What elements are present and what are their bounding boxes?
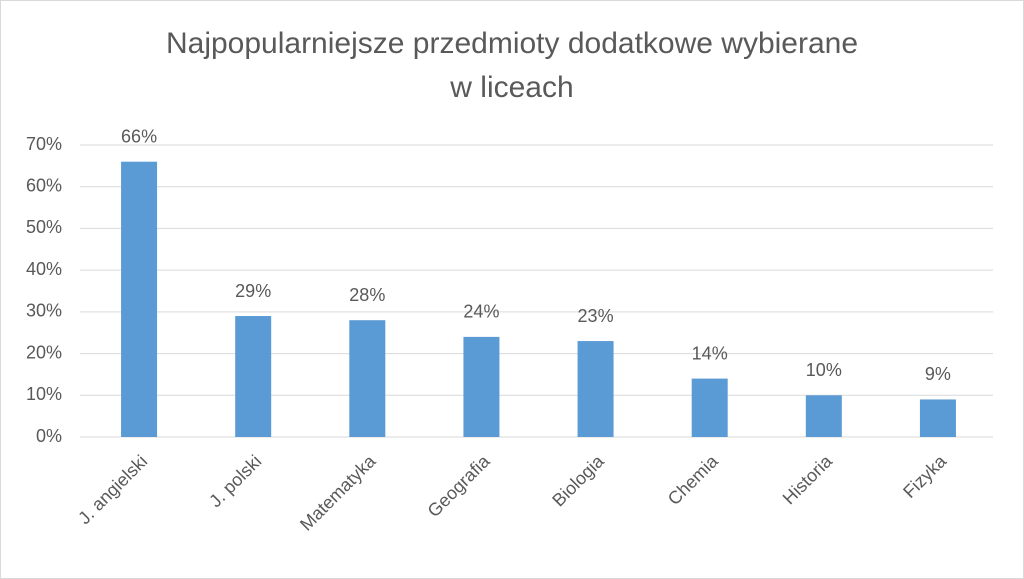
- bar: [691, 378, 728, 437]
- y-tick-label: 20%: [26, 342, 62, 362]
- bar: [121, 161, 158, 437]
- y-tick-label: 70%: [26, 134, 62, 154]
- bar: [805, 395, 842, 437]
- data-label: 29%: [235, 281, 271, 301]
- data-label: 24%: [463, 302, 499, 322]
- y-tick-label: 10%: [26, 384, 62, 404]
- bar: [919, 399, 956, 437]
- bar: [463, 336, 500, 437]
- data-label: 66%: [121, 126, 157, 146]
- bar: [235, 316, 272, 437]
- data-label: 14%: [692, 343, 728, 363]
- y-tick-label: 50%: [26, 217, 62, 237]
- data-label: 9%: [925, 364, 951, 384]
- y-tick-label: 0%: [36, 426, 62, 446]
- chart-title: Najpopularniejsze przedmioty dodatkowe w…: [165, 27, 859, 104]
- y-tick-label: 60%: [26, 175, 62, 195]
- data-label: 23%: [578, 306, 614, 326]
- y-tick-label: 30%: [26, 301, 62, 321]
- bar: [577, 341, 614, 437]
- data-label: 10%: [806, 360, 842, 380]
- bar: [349, 320, 386, 437]
- y-tick-label: 40%: [26, 259, 62, 279]
- data-label: 28%: [349, 285, 385, 305]
